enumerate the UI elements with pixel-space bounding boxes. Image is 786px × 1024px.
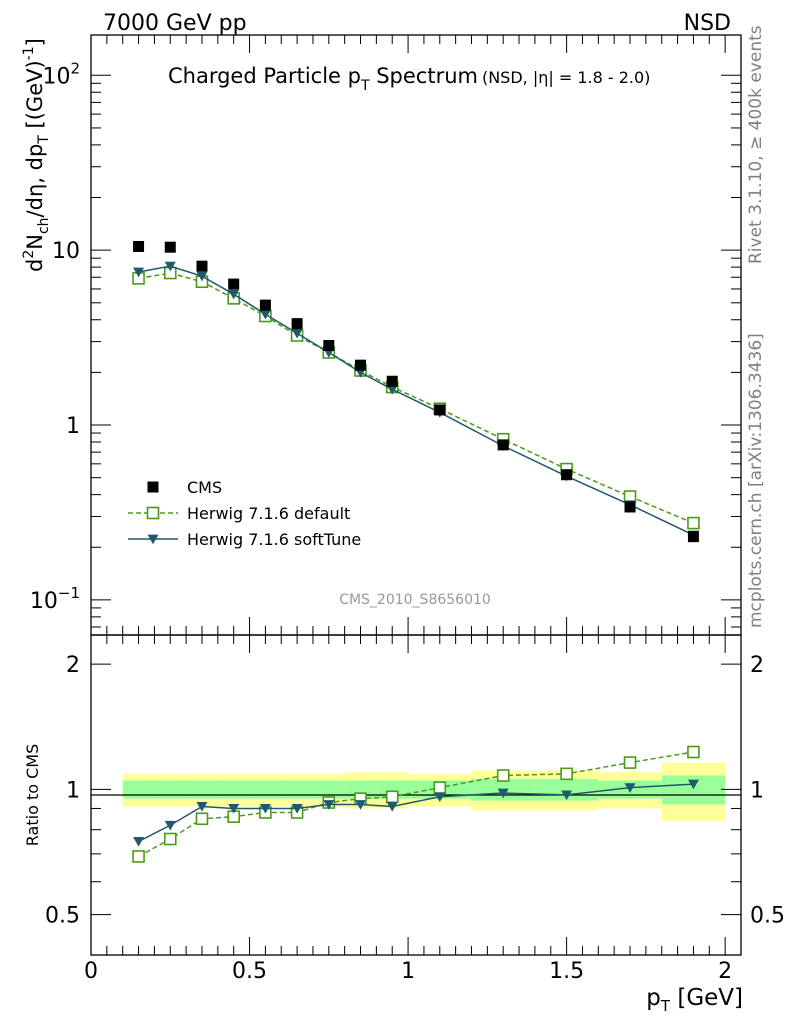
data-point xyxy=(687,779,699,790)
ratio-band-stat xyxy=(217,780,250,799)
main-series-layer xyxy=(132,240,700,543)
data-point xyxy=(497,788,509,799)
data-point xyxy=(386,802,398,812)
data-point xyxy=(196,271,208,282)
data-point xyxy=(434,792,446,803)
data-point xyxy=(163,832,177,846)
rivet-label: Rivet 3.1.10, ≥ 400k events xyxy=(746,25,766,264)
data-point xyxy=(164,241,176,253)
series-line xyxy=(138,783,694,843)
legend-marker xyxy=(146,506,160,520)
ratio-axis-ticks: 0 0.5 1 1.5 2 0.5 0.5 1 1 2 2 xyxy=(45,635,785,984)
ratio-y-tick-label: 2 xyxy=(66,653,80,678)
series-line xyxy=(138,272,694,524)
legend-label: Herwig 7.1.6 default xyxy=(187,504,350,523)
x-tick-label: 2 xyxy=(718,959,732,984)
ratio-uncertainty-bands xyxy=(122,762,726,821)
ratio-band-stat xyxy=(249,780,282,799)
data-point xyxy=(561,469,573,481)
series-line xyxy=(138,751,694,858)
data-point xyxy=(687,516,700,530)
data-point xyxy=(228,804,240,814)
x-tick-label: 0 xyxy=(84,959,98,984)
y-axis-label: d2Nch/dη, dpT [(GeV)-1] xyxy=(21,38,52,272)
legend-label: Herwig 7.1.6 softTune xyxy=(187,530,361,549)
data-point xyxy=(323,800,335,810)
legend-marker xyxy=(147,534,159,545)
x-tick-label: 1 xyxy=(401,959,415,984)
data-point xyxy=(623,756,637,769)
ratio-band-stat xyxy=(154,780,187,799)
data-point xyxy=(496,769,510,782)
data-point xyxy=(687,531,699,543)
ratio-band-stat xyxy=(344,780,377,799)
analysis-watermark: CMS_2010_S8656010 xyxy=(339,592,491,608)
data-point xyxy=(133,267,145,278)
data-point xyxy=(132,850,145,863)
mcplots-label: mcplots.cern.ch [arXiv:1306.3436] xyxy=(746,333,766,628)
ratio-y-tick-label-right: 1 xyxy=(750,778,764,803)
data-point xyxy=(164,820,176,831)
ratio-band-stat xyxy=(281,780,313,799)
data-point xyxy=(561,790,573,801)
data-point xyxy=(355,359,367,371)
ratio-band-stat xyxy=(376,780,409,799)
energy-label: 7000 GeV pp xyxy=(103,11,247,36)
y-tick-label: 10−1 xyxy=(30,584,80,614)
ratio-y-tick-label-right: 2 xyxy=(750,653,764,678)
ratio-frame xyxy=(90,634,742,956)
data-point xyxy=(259,299,271,311)
data-point xyxy=(434,404,446,416)
data-point xyxy=(624,501,636,513)
data-point xyxy=(196,260,208,272)
data-point xyxy=(133,240,145,252)
y-tick-label: 1 xyxy=(66,414,80,439)
main-plot-panel: 10−1 1 10 102 xyxy=(30,34,742,636)
data-point xyxy=(385,790,399,804)
legend: CMS Herwig 7.1.6 default Herwig 7.1.6 soft… xyxy=(128,478,361,549)
data-point xyxy=(228,278,240,290)
data-point xyxy=(386,384,398,395)
x-tick-label: 0.5 xyxy=(232,959,267,984)
ratio-band-stat xyxy=(312,780,345,799)
data-point xyxy=(196,802,208,812)
main-axis-ticks: 10−1 1 10 102 xyxy=(30,35,742,635)
data-point xyxy=(133,836,145,847)
process-label: NSD xyxy=(684,11,731,36)
ratio-y-tick-label: 0.5 xyxy=(45,904,80,929)
data-point xyxy=(560,767,573,781)
ratio-series-layer xyxy=(132,745,700,863)
data-point xyxy=(687,745,700,759)
data-point xyxy=(433,781,447,794)
data-point xyxy=(624,783,636,793)
data-point xyxy=(323,340,335,352)
data-point xyxy=(259,309,271,320)
data-point xyxy=(291,318,303,330)
data-point xyxy=(291,804,303,814)
ratio-y-tick-label-right: 0.5 xyxy=(750,904,785,929)
legend-label: CMS xyxy=(187,478,222,497)
x-axis-label: pT [GeV] xyxy=(646,985,743,1015)
ratio-y-tick-label: 1 xyxy=(66,778,80,803)
ratio-y-axis-label: Ratio to CMS xyxy=(23,744,42,846)
data-point xyxy=(164,261,176,272)
ratio-band-stat xyxy=(186,780,218,799)
y-tick-label: 102 xyxy=(42,59,80,89)
y-tick-label: 10 xyxy=(52,239,80,264)
data-point xyxy=(291,328,303,339)
data-point xyxy=(259,804,271,814)
legend-marker xyxy=(147,481,159,493)
data-point xyxy=(228,289,240,300)
ratio-plot-panel: 0 0.5 1 1.5 2 0.5 0.5 1 1 2 2 xyxy=(45,634,785,984)
data-point xyxy=(497,439,509,451)
plot-title: Charged Particle pT Spectrum (NSD, |η| = … xyxy=(168,64,650,94)
data-point xyxy=(386,375,398,387)
data-point xyxy=(195,812,209,826)
ratio-band-stat xyxy=(122,780,155,799)
series-line xyxy=(138,265,694,536)
x-tick-label: 1.5 xyxy=(549,959,584,984)
data-point xyxy=(355,800,367,810)
